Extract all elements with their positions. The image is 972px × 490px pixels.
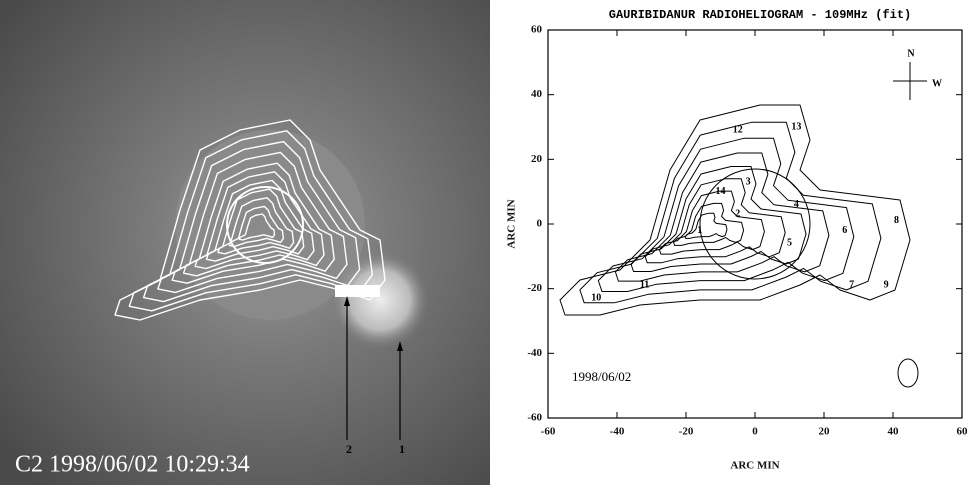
contour: [559, 104, 911, 316]
source-label: 11: [640, 280, 649, 291]
x-tick-label: 0: [752, 426, 758, 438]
contour: [182, 171, 325, 277]
contour: [157, 151, 348, 294]
chart-title: GAURIBIDANUR RADIOHELIOGRAM - 109MHz (fi…: [609, 8, 911, 22]
source-label: 2: [735, 209, 740, 220]
source-label: 7: [849, 280, 854, 291]
y-tick-label: 40: [531, 88, 543, 100]
x-tick-label: 40: [888, 426, 900, 438]
source-label: 6: [842, 225, 847, 236]
y-axis-label: ARC MIN: [506, 199, 518, 248]
source-label: 3: [746, 176, 751, 187]
y-tick-label: 60: [531, 24, 543, 36]
x-axis-label: ARC MIN: [730, 460, 779, 472]
contour: [217, 197, 295, 255]
contour: [238, 213, 276, 241]
source-label: 8: [894, 215, 899, 226]
y-tick-label: -40: [527, 347, 542, 359]
contour: [684, 212, 728, 239]
contour: [228, 205, 285, 248]
radioheliogram: GAURIBIDANUR RADIOHELIOGRAM - 109MHz (fi…: [506, 8, 968, 471]
source-label: 4: [794, 199, 799, 210]
compass-label: W: [932, 78, 942, 89]
y-tick-label: -20: [527, 282, 542, 294]
contour: [579, 121, 882, 304]
source-label: 13: [791, 121, 801, 132]
source-label: 14: [716, 186, 726, 197]
y-tick-label: -60: [527, 412, 542, 424]
contour: [205, 188, 305, 262]
source-label: 10: [591, 293, 601, 304]
contour: [614, 152, 830, 282]
y-tick-label: 0: [537, 218, 543, 230]
contour: [644, 178, 786, 264]
contour: [673, 202, 745, 246]
caption: C2 1998/06/02 10:29:34: [15, 452, 250, 478]
contour: [128, 130, 373, 312]
source-label: 9: [884, 280, 889, 291]
contour: [597, 137, 855, 292]
contour: [630, 166, 807, 272]
source-label: 1: [697, 225, 702, 236]
coronagraph-image: C2 1998/06/02 10:29:34 2 1: [0, 0, 490, 485]
x-tick-label: -40: [610, 426, 625, 438]
x-tick-label: -60: [541, 426, 556, 438]
contour: [114, 119, 386, 321]
compass-label: N: [907, 48, 915, 59]
contour: [194, 179, 315, 270]
x-tick-label: 60: [957, 426, 969, 438]
y-tick-label: 20: [531, 153, 543, 165]
source-label: 12: [733, 125, 743, 136]
source-label: 5: [787, 238, 792, 249]
arrow-label: 2: [346, 442, 352, 456]
contour: [658, 190, 765, 255]
x-tick-label: -20: [679, 426, 694, 438]
arrow-label: 1: [399, 442, 405, 456]
date-annotation: 1998/06/02: [572, 369, 631, 384]
x-tick-label: 20: [819, 426, 831, 438]
contour: [142, 140, 361, 303]
contour: [171, 162, 335, 284]
